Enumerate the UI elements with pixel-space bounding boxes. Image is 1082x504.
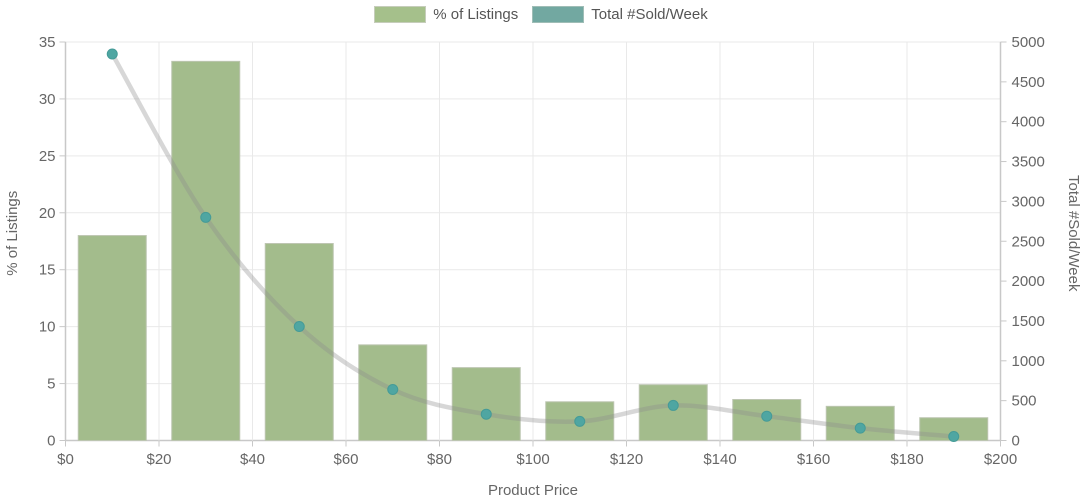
right-tick-label: 3500 [1012, 154, 1045, 171]
point-190[interactable] [948, 431, 960, 443]
right-tick-label: 2500 [1012, 233, 1045, 250]
bar-50[interactable] [264, 243, 334, 441]
right-tick-label: 4000 [1012, 114, 1045, 131]
right-tick-label: 2000 [1012, 273, 1045, 290]
x-tick-label: $0 [57, 451, 74, 468]
left-tick-label: 0 [47, 433, 55, 450]
x-tick-label: $60 [333, 451, 358, 468]
point-110[interactable] [574, 415, 586, 427]
left-tick-label: 30 [39, 91, 56, 108]
point-30[interactable] [200, 211, 212, 223]
bar-30[interactable] [171, 60, 241, 441]
x-tick-label: $200 [984, 451, 1017, 468]
left-tick-label: 10 [39, 319, 56, 336]
bar-10[interactable] [77, 235, 147, 441]
right-tick-label: 5000 [1012, 34, 1045, 51]
right-tick-label: 4500 [1012, 74, 1045, 91]
point-130[interactable] [667, 399, 679, 411]
left-tick-label: 5 [47, 376, 55, 393]
right-tick-label: 3000 [1012, 193, 1045, 210]
x-tick-label: $120 [610, 451, 643, 468]
x-tick-label: $140 [703, 451, 736, 468]
point-70[interactable] [387, 383, 399, 395]
listings-swatch-icon [374, 6, 427, 23]
left-tick-label: 20 [39, 205, 56, 222]
x-tick-label: $180 [890, 451, 923, 468]
bar-130[interactable] [638, 384, 708, 441]
legend-label-sold: Total #Sold/Week [591, 6, 708, 23]
right-tick-label: 0 [1012, 433, 1020, 450]
legend-item-listings[interactable]: % of Listings [374, 6, 518, 23]
left-axis-title: % of Listings [4, 191, 21, 276]
left-tick-label: 15 [39, 262, 56, 279]
legend: % of Listings Total #Sold/Week [0, 6, 1082, 23]
point-150[interactable] [761, 410, 773, 422]
point-50[interactable] [293, 321, 305, 333]
x-tick-label: $80 [427, 451, 452, 468]
right-tick-label: 1000 [1012, 353, 1045, 370]
x-tick-label: $20 [146, 451, 171, 468]
legend-label-listings: % of Listings [433, 6, 519, 23]
legend-item-sold[interactable]: Total #Sold/Week [532, 6, 708, 23]
sold-swatch-icon [532, 6, 585, 23]
point-90[interactable] [480, 408, 492, 420]
left-tick-label: 25 [39, 148, 56, 165]
x-tick-label: $40 [240, 451, 265, 468]
right-axis-title: Total #Sold/Week [1065, 175, 1082, 292]
right-tick-label: 1500 [1012, 313, 1045, 330]
x-tick-label: $160 [797, 451, 830, 468]
point-10[interactable] [106, 48, 118, 60]
x-axis-title: Product Price [488, 482, 578, 499]
point-170[interactable] [854, 422, 866, 434]
bar-90[interactable] [451, 367, 521, 442]
right-tick-label: 500 [1012, 393, 1037, 410]
left-tick-label: 35 [39, 34, 56, 51]
x-tick-label: $100 [516, 451, 549, 468]
sold-per-week-line [110, 51, 956, 439]
